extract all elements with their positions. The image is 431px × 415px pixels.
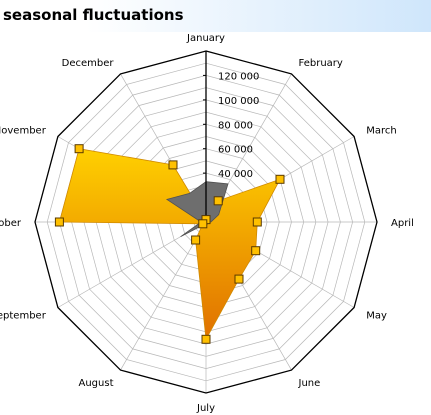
category-label-june: June bbox=[298, 378, 321, 389]
radar-axis: 40 000 60 000 80 000 100 000 120 000 bbox=[203, 51, 259, 222]
series-marker-july bbox=[201, 334, 211, 344]
chart-title: seasonal fluctuations bbox=[3, 6, 184, 24]
series-marker-august bbox=[191, 235, 201, 245]
category-label-july: July bbox=[196, 403, 215, 414]
category-label-december: December bbox=[62, 58, 115, 69]
category-label-january: January bbox=[186, 33, 225, 44]
series-marker-april bbox=[252, 217, 262, 227]
category-label-november: November bbox=[0, 126, 47, 137]
tick-label: 80 000 bbox=[218, 120, 253, 131]
tick-label: 120 000 bbox=[218, 71, 259, 82]
title-bar: seasonal fluctuations bbox=[0, 0, 431, 32]
radar-outer-border bbox=[34, 50, 378, 394]
tick-label: 100 000 bbox=[218, 96, 259, 107]
series-marker-december bbox=[168, 160, 178, 170]
radar-markers bbox=[54, 144, 285, 344]
tick-label: 40 000 bbox=[218, 169, 253, 180]
series-marker-september bbox=[198, 219, 208, 229]
series-marker-november bbox=[74, 144, 84, 154]
series-marker-june bbox=[234, 274, 244, 284]
category-label-february: February bbox=[299, 58, 343, 69]
tick-label: 60 000 bbox=[218, 145, 253, 156]
series-marker-february bbox=[213, 196, 223, 206]
category-label-may: May bbox=[366, 311, 387, 322]
category-label-october: October bbox=[0, 218, 22, 229]
category-label-september: September bbox=[0, 311, 47, 322]
radar-labels: January February March April May June July Augu… bbox=[0, 33, 414, 414]
grid-spoke bbox=[120, 221, 207, 371]
series-marker-october bbox=[54, 217, 64, 227]
series-marker-may bbox=[251, 246, 261, 256]
series-marker-march bbox=[275, 174, 285, 184]
category-label-august: August bbox=[79, 378, 114, 389]
category-label-march: March bbox=[366, 126, 396, 137]
category-label-april: April bbox=[391, 218, 414, 229]
